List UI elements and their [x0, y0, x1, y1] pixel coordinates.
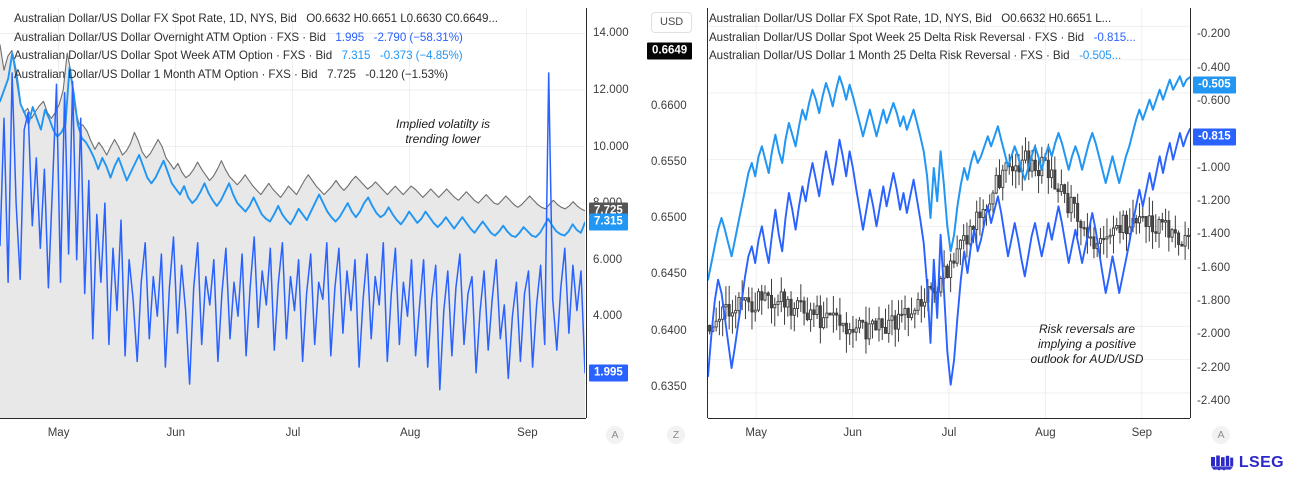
annotation-line: trending lower [405, 132, 481, 146]
left-annotation: Implied volatilty is trending lower [368, 117, 518, 147]
annotation-line: implying a positive [1037, 337, 1137, 351]
legend-value: 7.315 [341, 49, 371, 62]
axis-tick: 0.6450 [651, 268, 687, 281]
axis-tick: 0.6500 [651, 212, 687, 225]
annotation-line: Risk reversals are [1038, 322, 1136, 336]
legend-row[interactable]: Australian Dollar/US Dollar FX Spot Rate… [14, 10, 498, 29]
axis-tick: 12.000 [593, 84, 629, 96]
lseg-logo: LSEG [1210, 454, 1284, 472]
legend-value: 1.995 [335, 30, 365, 44]
axis-tick: -1.800 [1197, 295, 1231, 307]
legend-title: Australian Dollar/US Dollar FX Spot Rate… [14, 12, 297, 25]
right-legend: Australian Dollar/US Dollar FX Spot Rate… [709, 10, 1136, 66]
legend-title: Australian Dollar/US Dollar Spot Week 25… [709, 30, 1085, 44]
time-axis-label: Jun [843, 427, 862, 439]
annotation-line: Implied volatilty is [395, 117, 491, 131]
axis-tick: -2.200 [1197, 361, 1231, 374]
legend-change: -0.373 (−4.85%) [379, 49, 463, 62]
legend-ohlc: O0.6632 H0.6651 L0.6630 C0.6649... [306, 12, 498, 25]
time-axis-label: Sep [517, 427, 538, 439]
time-axis-label: Aug [1035, 427, 1056, 439]
legend-value: -0.505... [1079, 49, 1122, 62]
left-plot-area[interactable] [0, 8, 585, 418]
time-axis-label: Jul [941, 427, 957, 439]
left-axis-line [586, 8, 587, 418]
axis-tick: 6.000 [593, 253, 623, 266]
right-spot-axis[interactable]: 0.6600 0.6550 0.6500 0.6450 0.6400 0.6350 0.66… [645, 8, 707, 418]
left-chart-svg [0, 8, 585, 418]
risk-reversal-panel: USD 0.6600 0.6550 0.6500 0.6450 0.6400 0.6350… [645, 0, 1292, 455]
axis-tick: 14.000 [593, 27, 629, 40]
left-price-axis[interactable]: 14.00012.00010.0008.0006.0004.0007.7257.… [587, 8, 643, 418]
price-badge[interactable]: 7.315 [589, 213, 628, 231]
axis-tick: 4.000 [593, 310, 623, 323]
axis-tick: -0.400 [1197, 61, 1231, 74]
left-legend: Australian Dollar/US Dollar FX Spot Rate… [14, 10, 498, 84]
price-badge[interactable]: 1.995 [589, 364, 628, 382]
legend-title: Australian Dollar/US Dollar Overnight AT… [14, 30, 326, 44]
legend-title: Australian Dollar/US Dollar 1 Month ATM … [14, 67, 318, 81]
right-rr-axis[interactable]: -0.200 -0.400 -0.600 -1.000 -1.200 -1.400 -1.6… [1191, 8, 1251, 418]
axis-tick: -2.000 [1197, 328, 1231, 341]
legend-row[interactable]: Australian Dollar/US Dollar Overnight AT… [14, 29, 498, 48]
implied-volatility-panel: Australian Dollar/US Dollar FX Spot Rate… [0, 0, 643, 455]
legend-ohlc: O0.6632 H0.6651 L... [1001, 12, 1112, 25]
legend-row[interactable]: Australian Dollar/US Dollar 1 Month 25 D… [709, 47, 1136, 66]
axis-tick: -0.600 [1197, 95, 1231, 107]
time-axis-label: May [745, 427, 768, 439]
time-axis-label: May [47, 427, 70, 439]
legend-row[interactable]: Australian Dollar/US Dollar FX Spot Rate… [709, 10, 1136, 29]
right-axis-corner-button-z[interactable]: Z [645, 418, 707, 452]
rr-price-badge[interactable]: -0.815 [1193, 128, 1236, 146]
annotation-line: outlook for AUD/USD [1030, 352, 1144, 366]
legend-change: -0.120 (−1.53%) [365, 67, 449, 81]
right-chart-svg [708, 8, 1190, 418]
axis-tick: -1.600 [1197, 261, 1231, 274]
axis-tick: 0.6600 [651, 99, 687, 112]
legend-change: -2.790 (−58.31%) [373, 30, 463, 44]
spot-price-badge[interactable]: 0.6649 [647, 42, 693, 60]
legend-value: -0.815... [1093, 30, 1136, 44]
right-spot-axis-line [707, 8, 708, 418]
axis-tick: 0.6400 [651, 324, 687, 337]
time-axis-label: Jul [285, 427, 301, 439]
legend-title: Australian Dollar/US Dollar FX Spot Rate… [709, 12, 992, 25]
panel-divider [643, 0, 645, 455]
axis-tick: -2.400 [1197, 395, 1231, 407]
right-plot-area[interactable] [708, 8, 1190, 418]
axis-tick: 0.6550 [651, 156, 687, 169]
lseg-wordmark: LSEG [1238, 454, 1284, 471]
legend-row[interactable]: Australian Dollar/US Dollar Spot Week AT… [14, 47, 498, 66]
right-time-axis[interactable]: May Jun Jul Aug Sep [708, 418, 1190, 450]
axis-tick: 0.6350 [651, 380, 687, 393]
currency-pill-usd[interactable]: USD [651, 12, 693, 33]
right-rr-axis-line [1190, 8, 1191, 418]
axis-tick: -1.000 [1197, 161, 1231, 174]
legend-title: Australian Dollar/US Dollar 1 Month 25 D… [709, 49, 1070, 62]
legend-row[interactable]: Australian Dollar/US Dollar 1 Month ATM … [14, 66, 498, 85]
right-axis-corner-button-a[interactable]: A [1191, 418, 1251, 452]
time-axis-label: Sep [1131, 427, 1153, 439]
left-time-axis[interactable]: May Jun Jul Aug Sep [0, 418, 586, 450]
legend-row[interactable]: Australian Dollar/US Dollar Spot Week 25… [709, 29, 1136, 48]
legend-title: Australian Dollar/US Dollar Spot Week AT… [14, 49, 333, 62]
right-annotation: Risk reversals are implying a positive o… [997, 322, 1177, 367]
rr-price-badge[interactable]: -0.505 [1193, 76, 1236, 94]
left-axis-corner-button-a[interactable]: A [587, 418, 643, 452]
axis-tick: -0.200 [1197, 28, 1231, 41]
axis-tick: -1.400 [1197, 228, 1231, 241]
legend-value: 7.725 [327, 67, 356, 81]
lseg-crest-icon [1210, 455, 1234, 471]
axis-tick: 10.000 [593, 140, 629, 153]
axis-tick: -1.200 [1197, 195, 1231, 207]
time-axis-label: Jun [166, 427, 186, 439]
time-axis-label: Aug [399, 427, 421, 439]
